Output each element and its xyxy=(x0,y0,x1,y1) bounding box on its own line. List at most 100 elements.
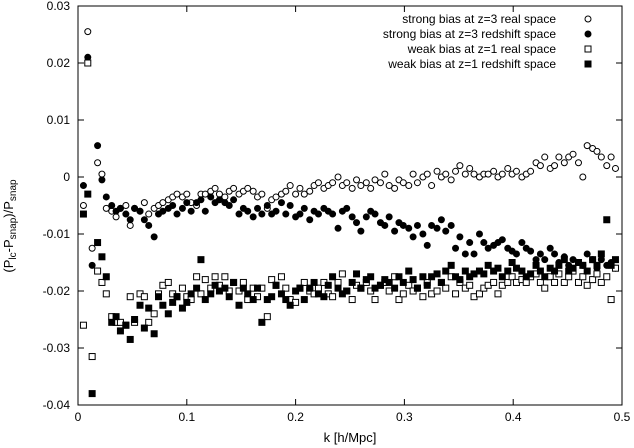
data-point xyxy=(357,182,365,190)
data-point xyxy=(235,301,243,309)
data-point xyxy=(173,190,181,198)
y-tick-label: -0.03 xyxy=(43,341,71,355)
data-point xyxy=(353,270,361,278)
data-point xyxy=(136,301,144,309)
data-point xyxy=(466,239,474,247)
data-point xyxy=(207,290,215,298)
data-point xyxy=(367,273,375,281)
data-point xyxy=(607,261,615,269)
data-point xyxy=(277,290,285,298)
data-point xyxy=(551,162,559,170)
data-point xyxy=(88,244,96,252)
data-point xyxy=(551,267,559,275)
data-point xyxy=(126,216,134,224)
data-point xyxy=(452,290,460,298)
data-point xyxy=(94,267,102,275)
data-point xyxy=(551,250,559,258)
data-point xyxy=(126,293,134,301)
data-point xyxy=(193,284,201,292)
data-point xyxy=(122,321,130,329)
data-point xyxy=(381,221,389,229)
data-point xyxy=(201,207,209,215)
data-point xyxy=(258,318,266,326)
data-point xyxy=(367,184,375,192)
data-point xyxy=(428,182,436,190)
data-point xyxy=(409,233,417,241)
data-point xyxy=(405,267,413,275)
data-point xyxy=(249,187,257,195)
data-point xyxy=(155,293,163,301)
data-point xyxy=(452,167,460,175)
data-point xyxy=(437,278,445,286)
data-point xyxy=(413,179,421,187)
data-point xyxy=(353,176,361,184)
data-point xyxy=(541,284,549,292)
legend-marker xyxy=(584,15,592,23)
data-point xyxy=(405,224,413,232)
data-point xyxy=(334,173,342,181)
data-point xyxy=(159,199,167,207)
data-point xyxy=(470,170,478,178)
axis-ticks: 0 0.1 0.2 0.3 0.4 0.5 -0.04 -0.03 -0.02 -0.01 0 0.0… xyxy=(43,0,631,424)
y-label-sub-snap2: snap xyxy=(8,179,19,201)
data-point xyxy=(173,293,181,301)
series-3 xyxy=(79,59,619,361)
data-point xyxy=(512,167,520,175)
y-label-sub-lc: lc xyxy=(8,252,19,259)
data-point xyxy=(221,273,229,281)
data-point xyxy=(244,290,252,298)
data-point xyxy=(268,276,276,284)
data-point xyxy=(183,298,191,306)
data-point xyxy=(98,176,106,184)
data-point xyxy=(574,278,582,286)
data-point xyxy=(197,256,205,264)
data-point xyxy=(334,278,342,286)
data-point xyxy=(98,253,106,261)
data-point xyxy=(504,267,512,275)
data-point xyxy=(560,278,568,286)
data-point xyxy=(193,273,201,281)
data-point xyxy=(145,304,153,312)
data-point xyxy=(391,284,399,292)
data-point xyxy=(187,207,195,215)
data-point xyxy=(296,284,304,292)
data-point xyxy=(79,202,87,209)
data-point xyxy=(484,244,492,252)
data-point xyxy=(263,202,271,209)
legend-label: strong bias at z=3 redshift space xyxy=(383,27,556,41)
data-points xyxy=(79,28,619,398)
x-tick-label: 0.3 xyxy=(396,410,413,424)
data-point xyxy=(88,261,96,269)
legend-label: weak bias at z=1 real space xyxy=(407,42,557,56)
data-point xyxy=(447,221,455,229)
data-point xyxy=(88,353,96,361)
data-point xyxy=(348,184,356,192)
data-point xyxy=(574,159,582,167)
data-point xyxy=(419,230,427,238)
data-point xyxy=(362,179,370,187)
data-point xyxy=(300,296,308,304)
data-point xyxy=(126,335,134,343)
data-point xyxy=(508,273,516,281)
data-point xyxy=(178,304,186,312)
data-point xyxy=(300,204,308,212)
data-point xyxy=(272,281,280,289)
data-point xyxy=(518,267,526,275)
x-tick-label: 0.4 xyxy=(505,410,522,424)
data-point xyxy=(475,230,483,238)
data-point xyxy=(442,284,450,292)
data-point xyxy=(197,290,205,298)
data-point xyxy=(527,167,535,175)
data-point xyxy=(230,184,238,192)
x-tick-label: 0.5 xyxy=(614,410,631,424)
data-point xyxy=(357,284,365,292)
data-point xyxy=(263,313,271,321)
data-point xyxy=(244,184,252,192)
data-point xyxy=(79,321,87,329)
data-point xyxy=(395,296,403,304)
data-point xyxy=(272,193,280,201)
data-point xyxy=(409,276,417,284)
data-point xyxy=(300,278,308,286)
data-point xyxy=(371,176,379,184)
data-point xyxy=(230,196,238,204)
